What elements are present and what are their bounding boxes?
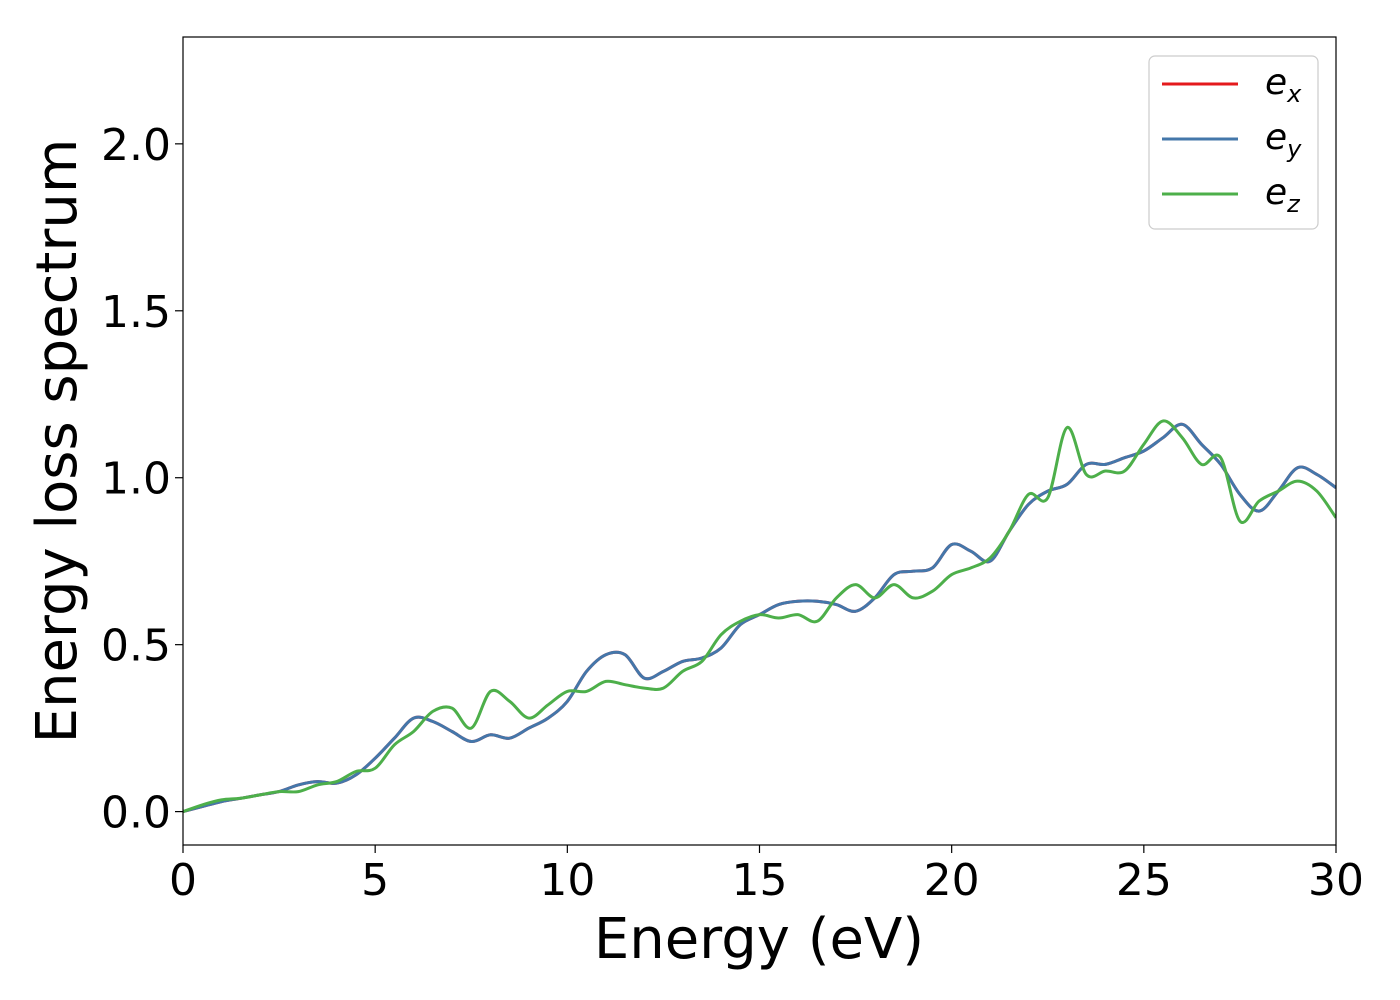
legend-box [1148,55,1319,230]
x-tick-label: 5 [361,855,389,906]
x-tick-label: 10 [539,855,595,906]
y-tick-label: 0.0 [101,788,171,839]
y-axis-label: Energy loss spectrum [25,139,90,744]
x-tick-label: 15 [732,855,788,906]
y-tick-label: 0.5 [101,621,171,672]
legend-label-x: ex [1265,62,1302,108]
series-line-z [183,419,1336,814]
y-tick-label: 1.0 [101,454,171,505]
x-tick-label: 0 [169,855,197,906]
x-tick-label: 20 [924,855,980,906]
x-tick-label: 25 [1116,855,1172,906]
plot-lines [183,419,1336,814]
y-axis-ticks: 0.0 0.5 1.0 1.5 2.0 [101,120,183,839]
x-axis-label: Energy (eV) [594,907,924,972]
y-tick-label: 2.0 [101,120,171,171]
y-tick-label: 1.5 [101,287,171,338]
x-tick-label: 30 [1308,855,1364,906]
legend-label-y: ey [1265,117,1302,163]
x-axis-ticks: 0 5 10 15 20 25 30 [169,845,1364,906]
